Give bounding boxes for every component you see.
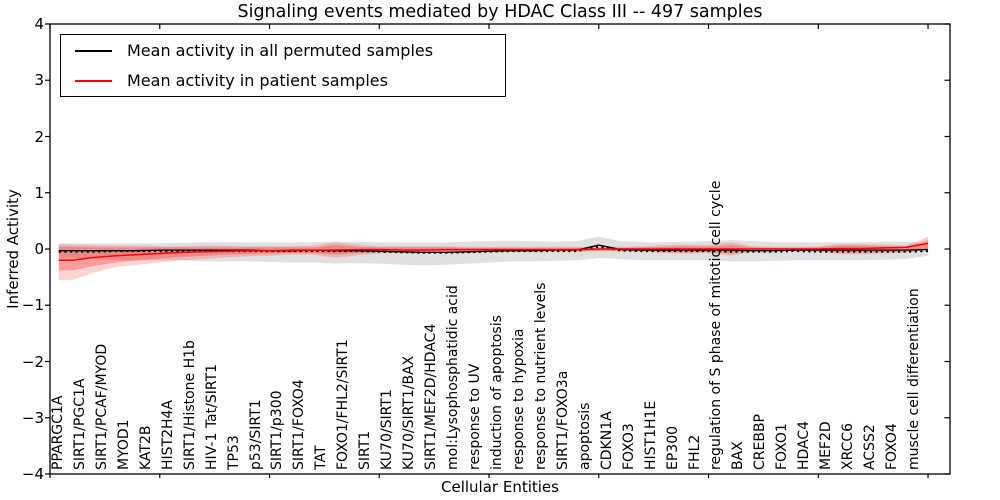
x-category-label: induction of apoptosis xyxy=(488,315,505,470)
x-category-label: muscle cell differentiation xyxy=(906,288,923,470)
x-category-label: response to hypoxia xyxy=(510,328,527,470)
x-category-label: SIRT1/PGC1A xyxy=(71,378,88,470)
x-category-label: PPARGC1A xyxy=(49,395,66,470)
x-category-label: TAT xyxy=(313,445,330,470)
y-tick-label: 2 xyxy=(34,127,44,146)
x-category-label: SIRT1/MEF2D/HDAC4 xyxy=(423,323,440,470)
x-category-label: XRCC6 xyxy=(840,422,857,470)
y-tick-label: 1 xyxy=(34,183,44,202)
legend-line-black-icon xyxy=(75,49,112,52)
y-tick-label: 4 xyxy=(34,15,44,33)
x-category-label: BAX xyxy=(730,441,747,470)
x-category-label: p53/SIRT1 xyxy=(247,399,264,470)
x-category-label: SIRT1/Histone H1b xyxy=(181,340,198,470)
x-category-label: SIRT1/FOXO4 xyxy=(291,379,308,470)
band-patient-range-inner xyxy=(58,240,929,271)
x-category-label: FOXO3 xyxy=(620,423,637,470)
chart-title: Signaling events mediated by HDAC Class … xyxy=(237,2,763,22)
x-category-label: CDKN1A xyxy=(598,411,615,470)
y-tick-label: 0 xyxy=(34,240,44,258)
x-category-label: response to UV xyxy=(467,363,484,470)
x-category-label: KAT2B xyxy=(137,425,154,471)
x-category-label: FHL2 xyxy=(686,434,703,470)
legend-item-patient: Mean activity in patient samples xyxy=(61,66,505,95)
x-category-label: MYOD1 xyxy=(115,419,132,470)
x-category-label: SIRT1 xyxy=(357,430,374,470)
x-axis-label: Cellular Entities xyxy=(441,478,559,496)
x-category-label: KU70/SIRT1/BAX xyxy=(401,355,418,470)
x-category-label: HIV-1 Tat/SIRT1 xyxy=(203,363,220,470)
x-category-label: HIST1H1E xyxy=(642,400,659,470)
x-category-label: response to nutrient levels xyxy=(532,282,549,470)
x-category-label: FOXO1 xyxy=(774,423,791,470)
x-category-label: ACSS2 xyxy=(862,424,879,470)
y-tick-label: 3 xyxy=(34,71,44,90)
series-dotted-line xyxy=(58,245,929,254)
series-solid-line xyxy=(58,242,929,261)
legend-line-red-icon xyxy=(75,79,112,82)
x-category-label: HDAC4 xyxy=(796,420,813,470)
y-tick-label: −1 xyxy=(21,296,44,315)
x-category-label: HIST2H4A xyxy=(159,399,176,470)
band-patient-range-outer xyxy=(58,236,929,280)
legend: Mean activity in all permuted samples Me… xyxy=(60,34,506,97)
x-category-label: KU70/SIRT1 xyxy=(379,389,396,470)
legend-label-permuted: Mean activity in all permuted samples xyxy=(127,41,434,60)
x-category-label: CREBBP xyxy=(752,414,769,470)
x-category-label: regulation of S phase of mitotic cell cy… xyxy=(708,180,725,470)
y-tick-label: −2 xyxy=(21,352,44,371)
x-category-label: TP53 xyxy=(225,435,242,470)
legend-item-permuted: Mean activity in all permuted samples xyxy=(61,36,505,65)
x-category-label: EP300 xyxy=(664,425,681,470)
legend-label-patient: Mean activity in patient samples xyxy=(127,71,388,90)
x-category-label: SIRT1/PCAF/MYOD xyxy=(93,343,110,470)
y-tick-label: −4 xyxy=(21,465,44,483)
x-category-label: apoptosis xyxy=(576,402,593,470)
x-category-label: mol:Lysophosphatidic acid xyxy=(445,285,462,470)
x-category-label: SIRT1/FOXO3a xyxy=(554,370,571,470)
y-tick-label: −3 xyxy=(21,408,44,427)
x-category-label: MEF2D xyxy=(818,421,835,470)
x-category-label: FOXO4 xyxy=(884,423,901,470)
x-category-label: FOXO1/FHL2/SIRT1 xyxy=(335,339,352,470)
series-solid-line xyxy=(58,244,929,254)
x-category-label: SIRT1/p300 xyxy=(269,390,286,470)
